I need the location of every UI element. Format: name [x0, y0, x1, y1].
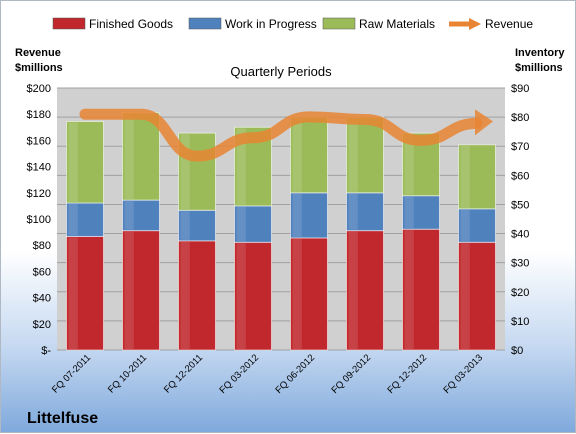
left-tick-label: $200 — [27, 83, 51, 95]
left-tick-label: $80 — [33, 240, 51, 252]
right-tick-label: $50 — [511, 199, 529, 211]
legend-label-raw-materials: Raw Materials — [359, 17, 435, 31]
left-tick-label: $40 — [33, 293, 51, 305]
bar-highlight — [461, 146, 470, 208]
right-axis-ticks: $0 $10 $20 $30 $40 $50 $60 $70 $80 $90 — [511, 83, 529, 357]
bar-highlight — [349, 232, 358, 349]
x-tick-label: FQ 07-2011 — [50, 352, 93, 395]
legend-arrow-revenue — [469, 18, 481, 30]
bar-highlight — [349, 194, 358, 230]
left-tick-label: $120 — [27, 188, 51, 200]
right-tick-label: $0 — [511, 345, 523, 357]
bar-highlight — [69, 204, 78, 235]
x-axis-labels: FQ 07-2011 FQ 10-2011 FQ 12-2011 FQ 03-2012… — [50, 352, 485, 396]
right-axis-title: Inventory — [515, 47, 565, 59]
bar-highlight — [293, 118, 302, 192]
left-tick-label: $160 — [27, 135, 51, 147]
bar-highlight — [461, 243, 470, 349]
x-tick-label: FQ 12-2012 — [385, 352, 429, 396]
legend-label-work-in-progress: Work in Progress — [225, 17, 317, 31]
x-tick-label: FQ 12-2011 — [162, 352, 205, 395]
x-tick-label: FQ 10-2011 — [106, 352, 149, 395]
right-tick-label: $40 — [511, 229, 529, 241]
bar-highlight — [405, 197, 414, 228]
left-axis-ticks: $- $20 $40 $60 $80 $100 $120 $140 $160 $180 $200 — [27, 83, 52, 357]
bar-highlight — [237, 207, 246, 241]
bar-highlight — [181, 242, 190, 349]
legend: Finished Goods Work in Progress Raw Materi… — [53, 17, 533, 31]
left-tick-label: $- — [41, 345, 51, 357]
right-tick-label: $10 — [511, 316, 529, 328]
left-tick-label: $20 — [33, 319, 51, 331]
left-tick-label: $60 — [33, 266, 51, 278]
bar-highlight — [461, 210, 470, 241]
legend-label-revenue: Revenue — [485, 17, 533, 31]
left-axis-title: Revenue — [15, 47, 61, 59]
x-tick-label: FQ 03-2012 — [217, 352, 261, 396]
legend-swatch-work-in-progress — [189, 18, 221, 29]
chart-subtitle: Quarterly Periods — [230, 64, 332, 79]
bar-highlight — [293, 194, 302, 237]
left-tick-label: $140 — [27, 162, 51, 174]
x-tick-label: FQ 06-2012 — [273, 352, 317, 396]
legend-swatch-raw-materials — [323, 18, 355, 29]
right-axis-unit: $millions — [515, 62, 563, 74]
right-tick-label: $90 — [511, 83, 529, 95]
left-axis-unit: $millions — [15, 62, 63, 74]
left-tick-label: $180 — [27, 109, 51, 121]
x-tick-label: FQ 03-2013 — [441, 352, 485, 396]
legend-label-finished-goods: Finished Goods — [89, 17, 173, 31]
bar-highlight — [69, 237, 78, 349]
bar-highlight — [69, 122, 78, 202]
bar-highlight — [125, 201, 134, 230]
left-tick-label: $100 — [27, 214, 51, 226]
right-tick-label: $20 — [511, 287, 529, 299]
company-name: Littelfuse — [27, 410, 98, 427]
bar-highlight — [293, 239, 302, 349]
bar-highlight — [237, 243, 246, 349]
right-tick-label: $60 — [511, 170, 529, 182]
bar-highlight — [405, 230, 414, 349]
bar-highlight — [125, 232, 134, 349]
bar-highlight — [125, 114, 134, 199]
x-tick-label: FQ 09-2012 — [329, 352, 373, 396]
right-tick-label: $70 — [511, 141, 529, 153]
bar-highlight — [349, 118, 358, 192]
bar-highlight — [181, 211, 190, 240]
right-tick-label: $30 — [511, 258, 529, 270]
right-tick-label: $80 — [511, 112, 529, 124]
legend-swatch-finished-goods — [53, 18, 85, 29]
